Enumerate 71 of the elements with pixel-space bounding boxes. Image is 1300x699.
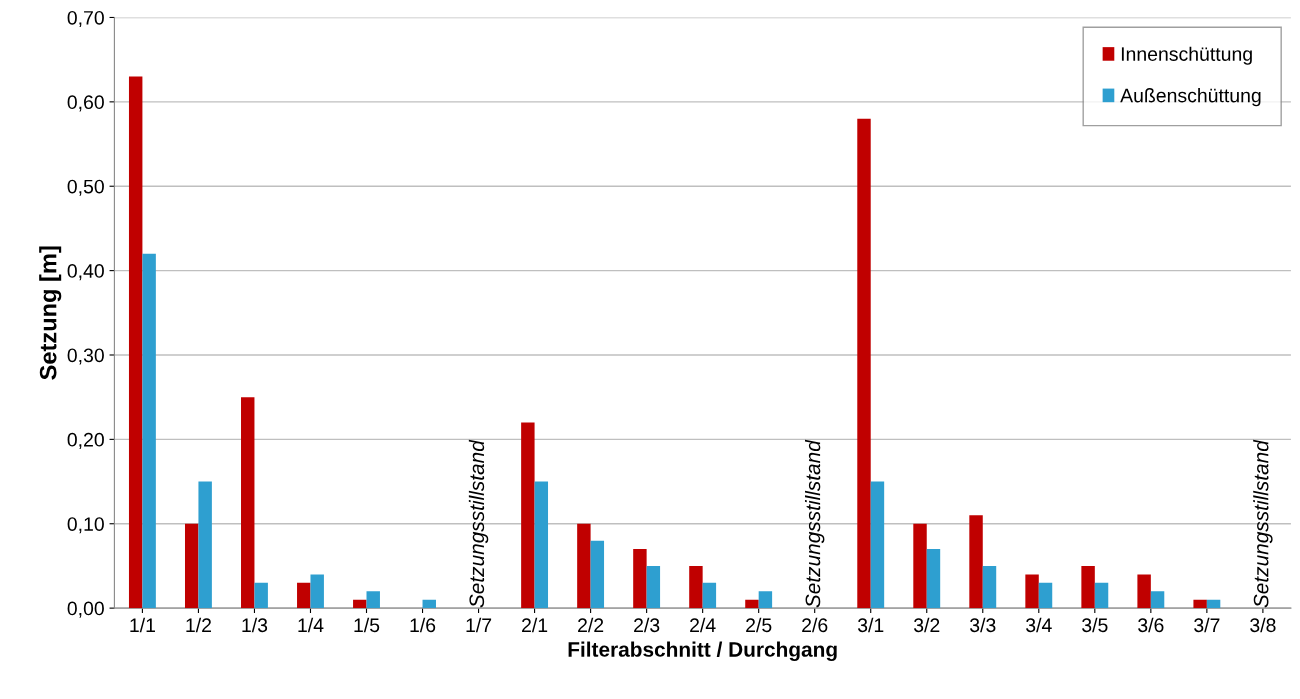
x-tick-label: 1/6 (410, 617, 436, 633)
legend-label: Außenschüttung (1120, 88, 1261, 107)
legend-label: Innenschüttung (1121, 46, 1252, 65)
x-tick-label: 2/5 (746, 617, 772, 633)
bar (198, 481, 212, 609)
x-tick-label: 2/3 (634, 617, 660, 633)
x-tick-label: 2/4 (690, 617, 716, 633)
x-tick-label: 1/5 (354, 617, 380, 633)
bar (1081, 565, 1095, 609)
bar (254, 582, 268, 609)
bar (913, 523, 927, 609)
y-tick-label: 0,30 (67, 348, 104, 365)
y-tick-label: 0,20 (67, 432, 104, 449)
bar (422, 599, 436, 609)
x-tick-label: 1/2 (186, 617, 211, 633)
annotation: Setzungsstillstand (1253, 439, 1273, 608)
bar (982, 565, 997, 609)
bar (1137, 574, 1151, 609)
x-tick-label: 3/4 (1026, 617, 1052, 633)
bar (1094, 582, 1109, 609)
bar (310, 574, 324, 609)
y-tick-label: 0,00 (67, 601, 104, 618)
y-axis-title: Setzung [m] (39, 246, 62, 380)
bar (969, 515, 983, 609)
bar (241, 397, 255, 609)
bar (521, 422, 535, 609)
bar (353, 599, 367, 609)
bar (870, 481, 885, 609)
x-tick-label: 1/4 (298, 617, 324, 633)
bar (857, 118, 871, 609)
bar (745, 599, 759, 609)
x-tick-label: 3/5 (1082, 617, 1108, 633)
x-axis-title: Filterabschnitt / Durchgang (568, 641, 837, 662)
x-tick-label: 3/1 (857, 617, 884, 633)
bar (702, 582, 717, 609)
bar (1038, 582, 1053, 609)
bar (758, 591, 773, 609)
bar (590, 540, 605, 609)
annotation: Setzungsstillstand (804, 439, 825, 608)
x-tick-label: 2/6 (802, 617, 828, 633)
y-tick-label: 0,40 (67, 264, 104, 281)
bar (534, 481, 549, 609)
bar (142, 253, 156, 609)
bar (366, 591, 380, 609)
y-tick-label: 0,60 (67, 95, 104, 112)
x-tick-label: 1/7 (466, 617, 492, 633)
x-tick-label: 3/3 (970, 617, 996, 633)
bar (577, 523, 591, 609)
x-tick-label: 3/6 (1138, 617, 1164, 633)
bar (297, 582, 311, 609)
y-tick-label: 0,70 (67, 10, 104, 28)
x-tick-label: 3/7 (1194, 617, 1220, 633)
x-tick-label: 3/2 (913, 617, 940, 633)
x-tick-label: 1/3 (242, 617, 268, 633)
y-tick-label: 0,10 (67, 517, 104, 534)
bar (1206, 599, 1221, 609)
x-tick-label: 1/1 (130, 617, 155, 633)
x-tick-label: 3/8 (1250, 617, 1276, 633)
x-tick-label: 2/2 (578, 617, 604, 633)
x-tick-label: 2/1 (522, 617, 548, 633)
bar (1150, 591, 1165, 609)
bar (1193, 599, 1207, 609)
y-tick-label: 0,50 (67, 179, 104, 196)
bar (646, 565, 661, 609)
bar (128, 76, 143, 609)
annotation: Setzungsstillstand (468, 439, 489, 608)
bar (184, 523, 199, 609)
bar (926, 549, 941, 609)
bar (689, 565, 703, 609)
bar (1025, 574, 1039, 609)
bar (633, 549, 647, 609)
